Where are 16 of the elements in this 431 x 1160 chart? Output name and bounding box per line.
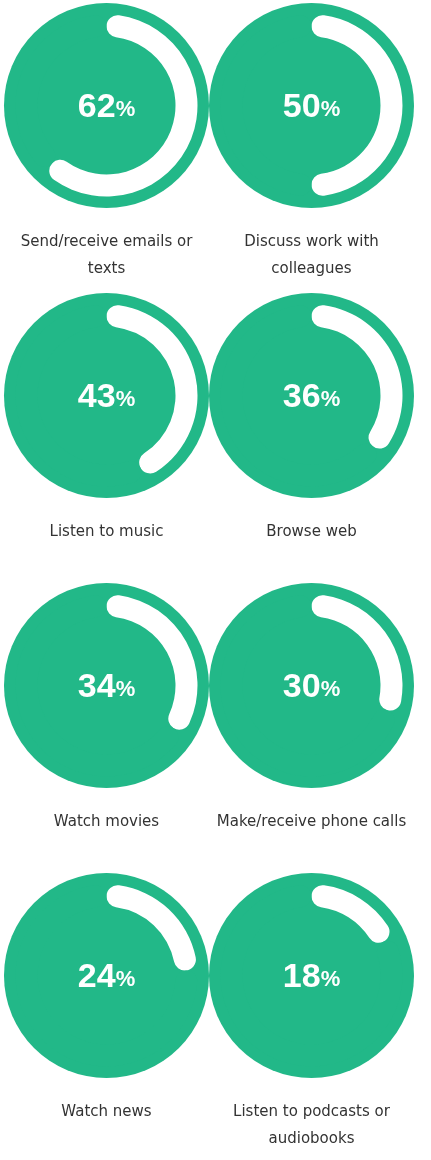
text: Watch movies [52,811,161,832]
text: Browse web [265,521,358,542]
text: Make/receive phone calls [215,811,408,832]
text: Discuss work with colleagues [243,231,380,279]
text: Send/receive emails or texts [19,231,194,279]
data-label: 30% [282,666,341,705]
data-label: 50% [282,86,341,125]
text: Listen to podcasts or audiobooks [232,1101,391,1149]
data-label: 18% [282,956,341,995]
data-label: 34% [77,666,136,705]
data-label: 36% [282,376,341,415]
text: Listen to music [48,521,165,542]
data-label: 43% [77,376,136,415]
data-label: 24% [77,956,136,995]
text: Watch news [60,1101,153,1122]
data-label: 62% [77,86,136,125]
